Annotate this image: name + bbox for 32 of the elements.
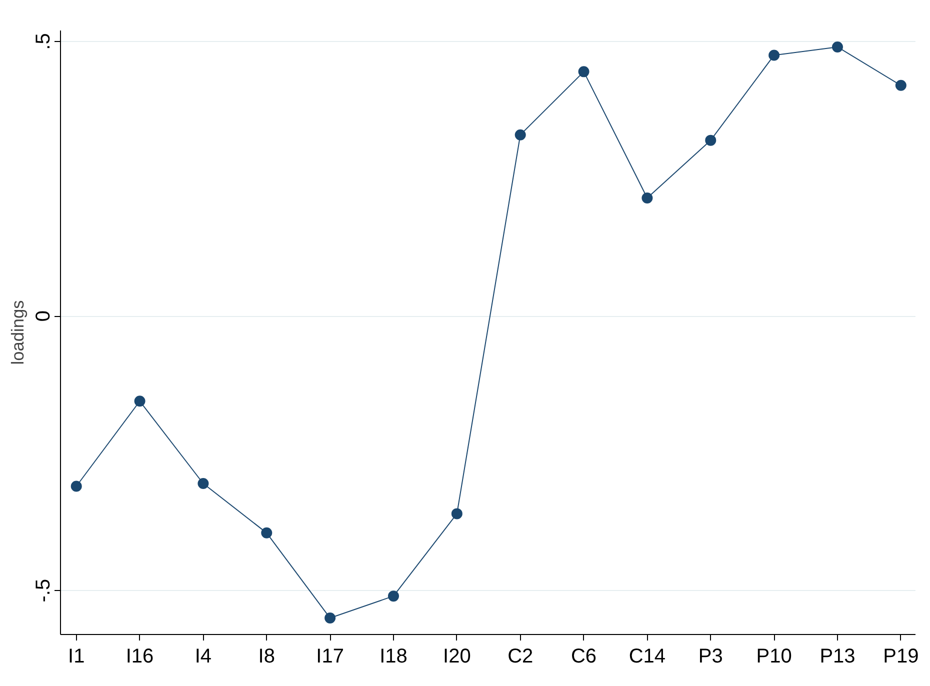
point [388, 590, 399, 602]
x-tick-label: I18 [380, 646, 408, 668]
x-tick-label: I8 [258, 646, 275, 668]
x-tick-label: I1 [68, 646, 85, 668]
x-tick-label: C6 [570, 646, 597, 668]
x-tick-label: C14 [628, 646, 666, 668]
y-tick-label: -.5 [32, 578, 54, 602]
point [198, 478, 209, 489]
x-tick-label: I4 [194, 646, 212, 668]
point [895, 80, 906, 91]
point [324, 612, 336, 624]
point [261, 527, 272, 538]
y-tick-label: .5 [32, 33, 54, 50]
point [642, 192, 653, 204]
point [832, 41, 843, 52]
x-tick-label: I20 [443, 646, 471, 668]
x-tick-label: I17 [316, 646, 344, 668]
point [578, 66, 590, 78]
x-tick-label: I16 [126, 646, 154, 668]
x-tick-label: P3 [698, 646, 723, 668]
x-tick-label: P19 [883, 646, 919, 668]
point [768, 50, 780, 61]
point [514, 129, 526, 140]
x-tick-label: P10 [756, 646, 792, 668]
y-axis-title: loadings [8, 300, 28, 365]
point [705, 134, 716, 146]
x-tick-label: C2 [508, 646, 534, 668]
point [451, 508, 462, 520]
x-tick-label: P13 [820, 646, 856, 668]
y-tick-label: 0 [32, 310, 54, 322]
point [134, 396, 146, 407]
point [70, 480, 82, 492]
